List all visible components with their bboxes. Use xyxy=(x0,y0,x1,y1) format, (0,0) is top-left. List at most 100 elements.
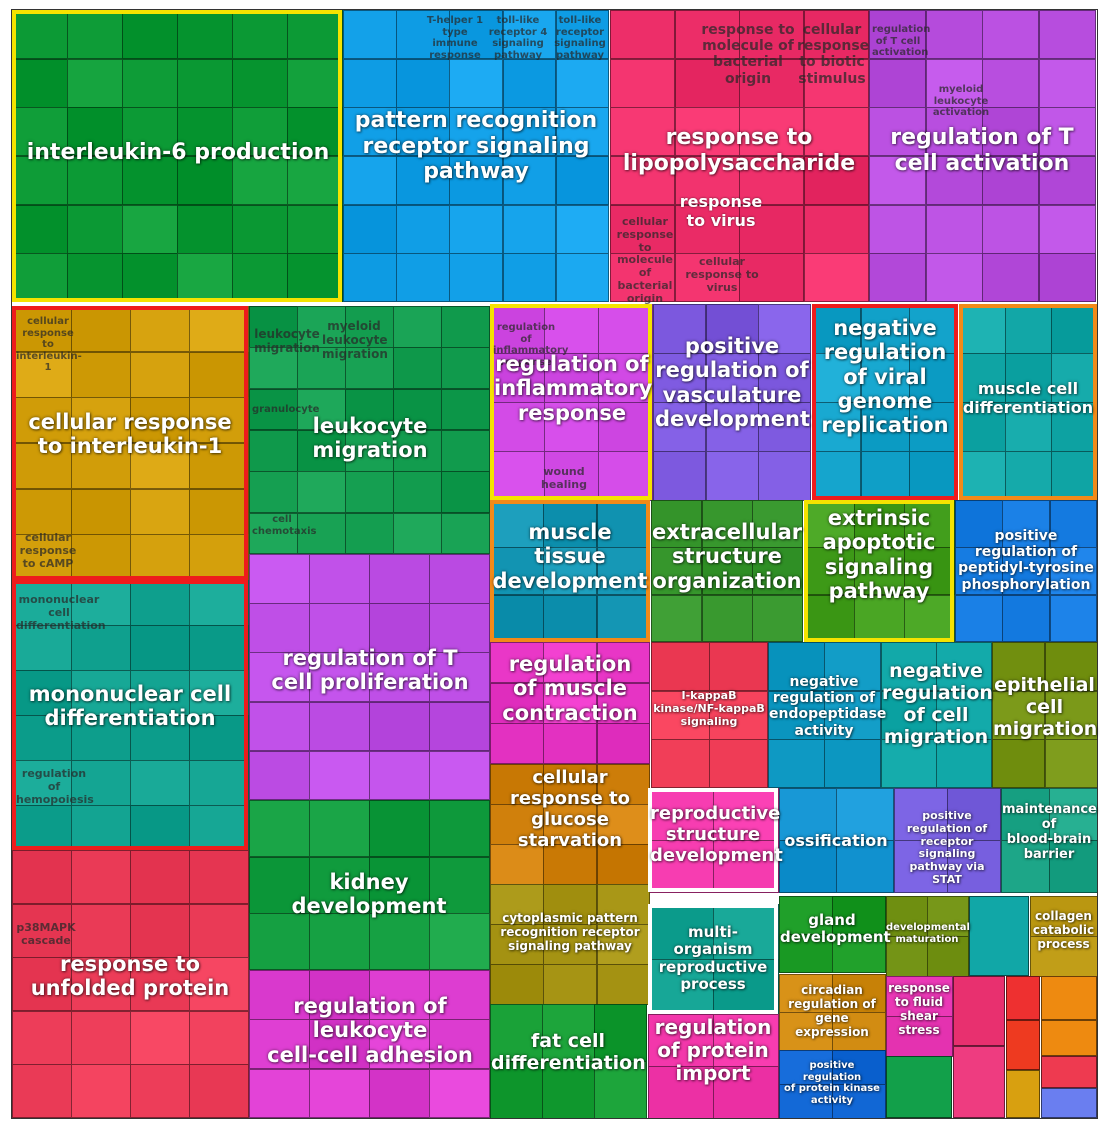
treemap-subcell xyxy=(648,959,714,1015)
treemap-subcell xyxy=(610,204,675,254)
treemap-subcell xyxy=(393,471,442,514)
treemap-subcell xyxy=(832,934,886,973)
treemap-subcell xyxy=(189,670,249,716)
treemap-subcell xyxy=(177,253,233,303)
treemap-subcell xyxy=(130,903,190,958)
treemap-subcell xyxy=(490,884,544,925)
treemap-subcell xyxy=(803,156,869,206)
treemap-subcell xyxy=(836,840,894,893)
treemap-subcell xyxy=(768,739,825,789)
treemap-subcell xyxy=(177,58,233,108)
treemap-subcell xyxy=(543,764,598,805)
treemap-subcell xyxy=(122,253,178,303)
treemap-subcell xyxy=(189,1010,249,1065)
treemap-subcell xyxy=(768,642,825,692)
treemap-subcell xyxy=(189,306,249,353)
treemap-subcell xyxy=(1005,353,1052,403)
treemap-subcell xyxy=(189,534,249,581)
treemap-subcell xyxy=(1041,976,1097,1020)
treemap-subcell xyxy=(804,500,855,548)
treemap-subcell xyxy=(71,351,131,398)
treemap-subcell xyxy=(343,204,397,254)
treemap-subcell xyxy=(130,306,190,353)
treemap-subcell xyxy=(739,253,804,303)
treemap-subcell xyxy=(71,625,131,671)
treemap-subcell xyxy=(860,451,910,501)
treemap-subcell xyxy=(713,788,779,841)
treemap-subcell xyxy=(130,488,190,535)
treemap-subcell xyxy=(1038,107,1096,157)
treemap-subcell xyxy=(343,156,397,206)
treemap-subcell xyxy=(594,1004,647,1062)
treemap-subcell xyxy=(67,204,123,254)
treemap-subcell xyxy=(648,840,714,893)
treemap-subcell xyxy=(709,690,768,740)
treemap-subcell xyxy=(992,690,1045,740)
treemap-subcell xyxy=(1006,976,1040,1020)
treemap-subcell xyxy=(249,471,298,514)
treemap-subcell xyxy=(429,800,490,858)
treemap-subcell xyxy=(832,896,886,935)
treemap-subcell xyxy=(542,1004,595,1062)
treemap-subcell xyxy=(12,107,68,157)
treemap-subcell xyxy=(71,443,131,490)
treemap-subcell xyxy=(393,512,442,555)
treemap-subcell xyxy=(779,840,837,893)
treemap-subcell xyxy=(1038,156,1096,206)
treemap-subcell xyxy=(953,1046,1005,1118)
treemap-subcell xyxy=(894,840,948,893)
treemap-subcell xyxy=(936,642,992,692)
treemap-subcell xyxy=(653,402,707,452)
treemap-subcell xyxy=(959,402,1006,452)
treemap-subcell xyxy=(177,10,233,60)
treemap-subcell xyxy=(854,594,905,643)
treemap-subcell xyxy=(232,204,288,254)
treemap-subcell xyxy=(598,353,653,403)
treemap-subcell xyxy=(648,1066,714,1119)
treemap-subcell xyxy=(393,388,442,431)
treemap-subcell xyxy=(610,58,675,108)
treemap-subcell xyxy=(369,913,430,971)
treemap-subcell xyxy=(1044,690,1098,740)
treemap-subcell xyxy=(860,402,910,452)
treemap-subcell xyxy=(992,642,1045,692)
treemap-subcell xyxy=(369,750,430,801)
treemap-subcell xyxy=(610,156,675,206)
treemap-subcell xyxy=(449,10,504,60)
treemap-subcell xyxy=(869,156,926,206)
treemap-subcell xyxy=(429,750,490,801)
treemap-subcell xyxy=(429,856,490,914)
treemap-subcell xyxy=(881,642,937,692)
treemap-subcell xyxy=(130,850,190,905)
treemap-subcell xyxy=(249,512,298,555)
treemap-subcell xyxy=(12,625,72,671)
treemap-subcell xyxy=(490,844,544,885)
treemap-subcell xyxy=(309,913,370,971)
treemap-subcell xyxy=(71,534,131,581)
treemap-subcell xyxy=(490,547,544,596)
treemap-subcell xyxy=(429,701,490,752)
treemap-subcell xyxy=(927,896,969,937)
treemap-subcell xyxy=(67,156,123,206)
treemap-subcell xyxy=(130,625,190,671)
treemap-subcell xyxy=(249,800,310,858)
treemap-subcell xyxy=(249,750,310,801)
treemap-subcell xyxy=(130,760,190,806)
treemap-subcell xyxy=(12,443,72,490)
treemap-subcell xyxy=(1049,594,1098,643)
treemap-subcell xyxy=(959,304,1006,354)
treemap-subcell xyxy=(713,1066,779,1119)
treemap-subcell xyxy=(12,670,72,716)
treemap-subcell xyxy=(909,402,959,452)
treemap-subcell xyxy=(396,253,450,303)
treemap-subcell xyxy=(309,750,370,801)
treemap-subcell xyxy=(596,964,651,1005)
treemap-subcell xyxy=(881,739,937,789)
treemap-subcell xyxy=(832,1084,886,1119)
treemap-subcell xyxy=(309,970,370,1020)
treemap-subcell xyxy=(982,107,1039,157)
treemap-subcell xyxy=(543,642,598,684)
treemap-subcell xyxy=(992,739,1045,789)
treemap-subcell xyxy=(490,304,545,354)
treemap-subcell xyxy=(709,642,768,692)
